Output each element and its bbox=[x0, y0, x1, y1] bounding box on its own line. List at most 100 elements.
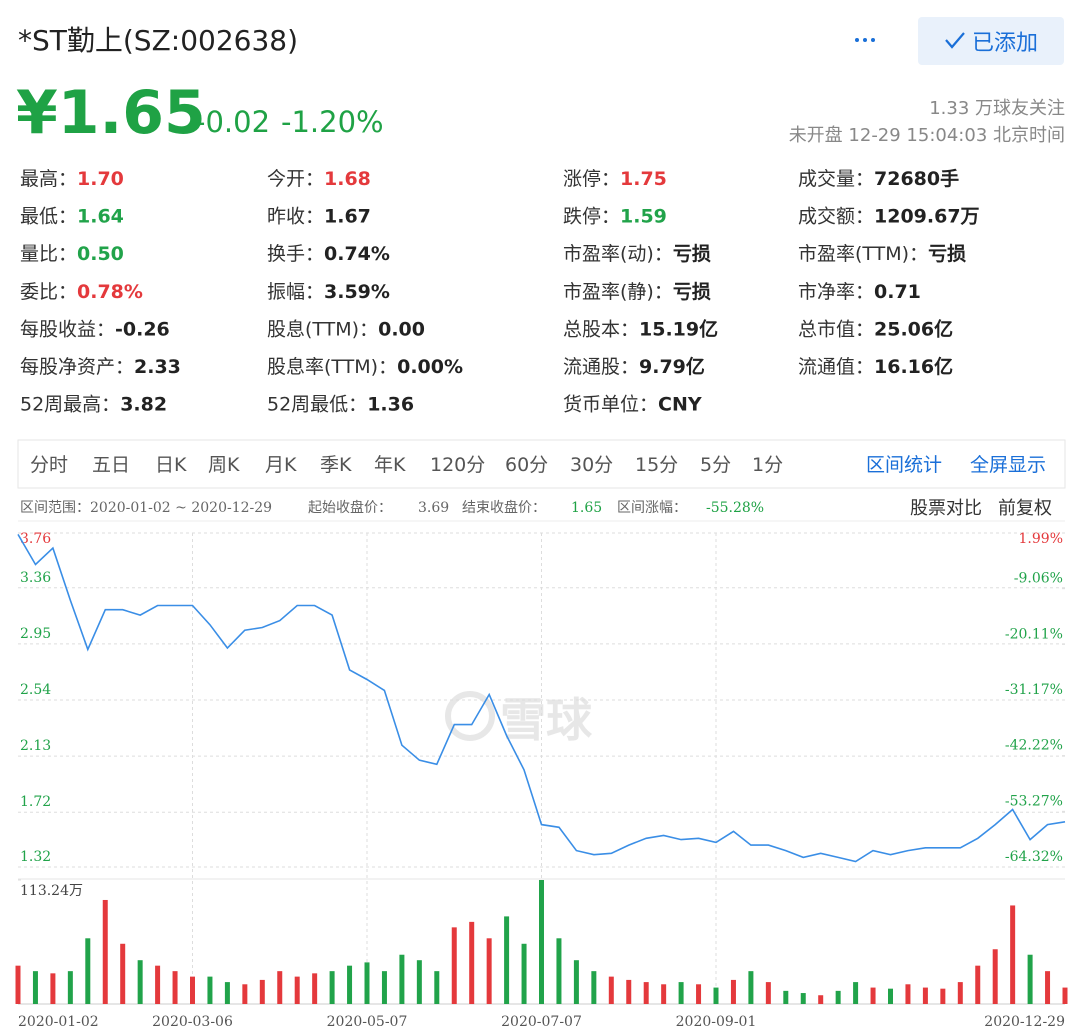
price-line bbox=[17, 533, 1066, 863]
stat-label: 涨停： bbox=[563, 168, 620, 190]
stat-value: 1.75 bbox=[620, 168, 667, 190]
tab[interactable]: 季K bbox=[320, 454, 352, 476]
x-tick-label: 2020-03-06 bbox=[152, 1014, 233, 1030]
stat-label: 流通值： bbox=[798, 356, 874, 378]
tab[interactable]: 年K bbox=[374, 454, 406, 476]
stat: 委比：0.78% bbox=[20, 281, 143, 303]
stat: 市盈率(TTM)：亏损 bbox=[798, 243, 966, 265]
followers: 1.33 万球友关注 bbox=[929, 98, 1065, 119]
follow-button[interactable] bbox=[918, 17, 1064, 65]
stat: 货币单位：CNY bbox=[563, 394, 702, 416]
stat-value: 1.67 bbox=[324, 206, 371, 228]
stat-value: 亏损 bbox=[673, 281, 711, 303]
y-tick-label: 2.13 bbox=[20, 738, 51, 754]
y-tick-label: 3.36 bbox=[20, 570, 51, 586]
tab[interactable]: 30分 bbox=[570, 454, 613, 476]
stat-label: 市盈率(静)： bbox=[563, 281, 673, 303]
stat-value: 1.64 bbox=[77, 206, 124, 228]
tab[interactable]: 月K bbox=[265, 454, 297, 476]
stat-label: 每股收益： bbox=[20, 318, 115, 340]
stat-value: 1.70 bbox=[77, 168, 124, 190]
stat-label: 昨收： bbox=[267, 206, 324, 228]
volume-bar bbox=[835, 990, 841, 1004]
volume-bar bbox=[608, 976, 614, 1004]
tab[interactable]: 分时 bbox=[30, 454, 68, 476]
tab[interactable]: 60分 bbox=[505, 454, 548, 476]
compare-button[interactable]: 股票对比 bbox=[910, 498, 982, 519]
stock-title: *ST勤上(SZ:002638) bbox=[18, 24, 298, 57]
y2-tick-label: -53.27% bbox=[1005, 793, 1063, 809]
stat-value: 1.68 bbox=[324, 168, 371, 190]
volume-bar bbox=[957, 982, 963, 1004]
volume-tick-label: 113.24万 bbox=[20, 883, 83, 899]
tab[interactable]: 1分 bbox=[752, 454, 783, 476]
stat-label: 流通股： bbox=[563, 356, 639, 378]
stat: 市净率：0.71 bbox=[798, 281, 921, 303]
stat-value: 1209.67万 bbox=[874, 206, 980, 228]
stat-label: 今开： bbox=[267, 168, 324, 190]
tab[interactable]: 120分 bbox=[430, 454, 485, 476]
range-info: 区间范围：2020-01-02 ~ 2020-12-29 起始收盘价： 3.69… bbox=[20, 499, 764, 516]
stat: 今开：1.68 bbox=[267, 168, 371, 190]
x-tick-label: 2020-01-02 bbox=[18, 1014, 99, 1030]
volume-bar bbox=[469, 921, 475, 1004]
y2-tick-label: -64.32% bbox=[1005, 849, 1063, 865]
stat-value: 0.71 bbox=[874, 281, 921, 303]
volume-bar bbox=[539, 880, 544, 1004]
volume-bar bbox=[294, 976, 300, 1004]
stat-value: 72680手 bbox=[874, 167, 959, 190]
volume-bar bbox=[259, 979, 265, 1004]
watermark: 雪球 bbox=[445, 691, 593, 747]
x-tick-label: 2020-07-07 bbox=[501, 1014, 582, 1030]
stat-label: 委比： bbox=[20, 281, 77, 303]
volume-bar bbox=[730, 979, 736, 1004]
stat-value: 1.59 bbox=[620, 206, 667, 228]
x-tick-label: 2020-12-29 bbox=[984, 1014, 1065, 1030]
adjust-button[interactable]: 前复权 bbox=[998, 498, 1052, 519]
y-tick-label: 1.32 bbox=[20, 849, 51, 865]
stat-value: -0.26 bbox=[115, 318, 170, 340]
stat: 市盈率(静)：亏损 bbox=[563, 281, 711, 303]
more-menu[interactable] bbox=[855, 38, 875, 42]
tab[interactable]: 周K bbox=[208, 454, 240, 476]
volume-bar bbox=[975, 965, 981, 1004]
tab[interactable]: 日K bbox=[155, 454, 187, 476]
x-tick-label: 2020-09-01 bbox=[676, 1014, 757, 1030]
stat-value: CNY bbox=[658, 394, 702, 416]
stat-label: 股息(TTM)： bbox=[267, 318, 378, 340]
stat-value: 3.82 bbox=[120, 394, 167, 416]
stat: 总股本：15.19亿 bbox=[563, 317, 718, 340]
y-tick-label: 1.72 bbox=[20, 794, 51, 810]
stat-label: 换手： bbox=[267, 243, 324, 265]
volume-bar bbox=[50, 973, 56, 1004]
stat-label: 最高： bbox=[20, 168, 77, 190]
volume-bar bbox=[155, 965, 161, 1004]
stat-label: 市净率： bbox=[798, 281, 874, 303]
tab-action[interactable]: 全屏显示 bbox=[970, 454, 1046, 476]
volume-bar bbox=[67, 971, 73, 1004]
charts: 2020-01-02 2020-03-06 2020-05-07 2020-07-07… bbox=[15, 520, 1068, 1030]
stat-label: 货币单位： bbox=[563, 394, 658, 416]
volume-bar bbox=[888, 988, 893, 1004]
volume-bar bbox=[137, 960, 143, 1004]
volume-bar bbox=[800, 993, 806, 1004]
stat-label: 振幅： bbox=[267, 281, 324, 303]
tab-action[interactable]: 区间统计 bbox=[866, 454, 942, 476]
follow-button-label[interactable]: 已添加 bbox=[972, 31, 1038, 56]
stat: 最高：1.70 bbox=[20, 168, 124, 190]
tab[interactable]: 五日 bbox=[92, 454, 130, 476]
volume-bar bbox=[853, 982, 859, 1004]
volume-bar bbox=[626, 979, 632, 1004]
stat: 流通股：9.79亿 bbox=[563, 355, 705, 378]
stat: 跌停：1.59 bbox=[563, 206, 667, 228]
tab[interactable]: 5分 bbox=[700, 454, 731, 476]
tab[interactable]: 15分 bbox=[635, 454, 678, 476]
tabs: 分时 五日 日K 周K 月K 季K 年K 120分 60分 30分 15分 5分 1分 区间统计 全屏显示 bbox=[30, 454, 1046, 476]
volume-bar bbox=[1062, 987, 1068, 1004]
volume-bar bbox=[207, 976, 213, 1004]
y-tick-label: 2.95 bbox=[20, 626, 51, 642]
volume-bar bbox=[242, 984, 248, 1004]
stat: 每股净资产：2.33 bbox=[20, 356, 181, 378]
stat-value: 25.06亿 bbox=[874, 317, 953, 340]
